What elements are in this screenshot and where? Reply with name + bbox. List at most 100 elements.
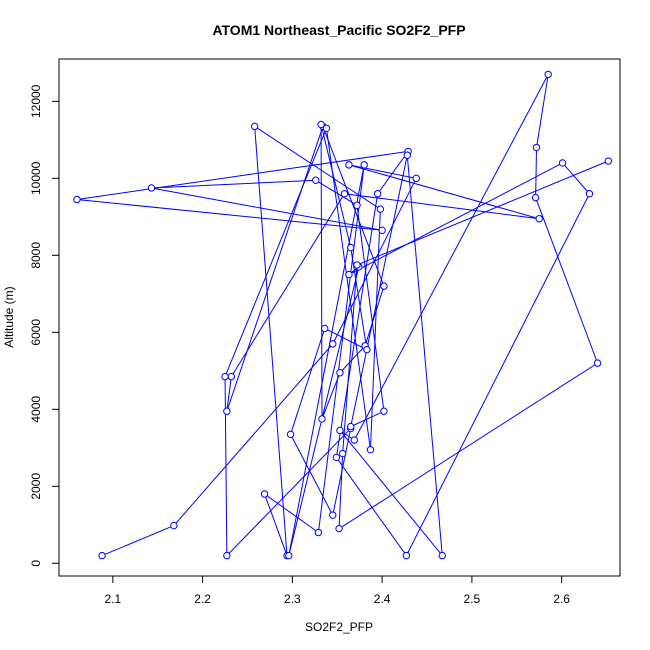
series-segment	[364, 285, 385, 346]
y-tick-label: 2000	[29, 473, 43, 500]
data-point	[147, 184, 156, 192]
series-lines	[76, 74, 609, 557]
data-point	[320, 324, 329, 333]
series-segment	[353, 74, 549, 441]
data-point	[544, 70, 552, 79]
series-segment	[405, 193, 590, 556]
y-tick-label: 8000	[29, 242, 43, 269]
series-segment	[335, 193, 379, 458]
data-point	[223, 407, 231, 415]
series-segment	[320, 124, 323, 419]
series-segment	[562, 162, 590, 195]
data-point	[604, 157, 613, 165]
data-point	[329, 511, 337, 519]
data-point	[438, 551, 446, 560]
series-points	[73, 70, 613, 560]
x-tick-label: 2.1	[105, 592, 122, 606]
series-segment	[335, 457, 407, 556]
chart-title: ATOM1 Northeast_Pacific SO2F2_PFP	[212, 22, 465, 38]
y-tick-label: 0	[29, 560, 43, 567]
data-point	[312, 176, 320, 184]
data-point	[353, 201, 361, 209]
data-point	[380, 282, 388, 290]
series-segment	[101, 525, 175, 557]
series-segment	[151, 179, 316, 189]
series-segment	[317, 164, 365, 533]
data-point	[73, 195, 81, 204]
series-segment	[76, 150, 409, 201]
data-point	[402, 551, 411, 560]
plot-area-frame	[58, 58, 621, 577]
series-segment	[254, 126, 288, 556]
data-point	[170, 521, 178, 530]
data-point	[353, 261, 361, 269]
series-segment	[264, 493, 319, 533]
data-point	[366, 446, 375, 454]
data-point	[340, 190, 349, 198]
data-point	[363, 345, 371, 354]
series-segment	[224, 128, 327, 377]
series-segment	[348, 164, 417, 179]
data-point	[286, 430, 295, 439]
data-point	[531, 193, 540, 202]
x-axis-label: SO2F2_PFP	[305, 620, 373, 634]
series-segment	[254, 125, 381, 210]
series-segment	[339, 345, 366, 374]
data-point	[336, 369, 344, 377]
series-segment	[315, 179, 358, 206]
data-point	[558, 159, 567, 167]
data-point	[221, 372, 229, 381]
series-segment	[356, 160, 609, 266]
series-segment	[348, 164, 540, 220]
data-point	[380, 407, 388, 415]
x-tick-label: 2.4	[374, 592, 391, 606]
series-segment	[350, 410, 385, 428]
data-point	[376, 205, 385, 213]
x-tick-label: 2.2	[194, 592, 211, 606]
data-point	[317, 120, 325, 129]
series-segment	[406, 155, 443, 556]
data-point	[347, 422, 355, 431]
data-point	[378, 226, 386, 235]
series-segment	[338, 362, 598, 530]
data-point	[285, 551, 293, 560]
data-point	[585, 190, 594, 198]
y-tick-label: 6000	[29, 319, 43, 346]
data-point	[593, 359, 602, 367]
data-point	[314, 528, 323, 537]
series-segment	[290, 328, 326, 435]
data-point	[350, 436, 359, 444]
series-segment	[290, 434, 334, 516]
data-point	[223, 551, 231, 560]
data-point	[338, 449, 347, 458]
x-tick-label: 2.3	[284, 592, 301, 606]
data-point	[532, 143, 541, 152]
data-point	[98, 551, 106, 560]
y-tick-label: 10000	[29, 161, 43, 195]
data-point	[403, 151, 411, 159]
data-point	[329, 340, 337, 348]
series-segment	[226, 428, 352, 556]
data-point	[347, 243, 355, 252]
series-segment	[369, 209, 381, 450]
series-segment	[535, 197, 599, 364]
x-axis: 2.1 2.2 2.3 2.4 2.5 2.6	[105, 575, 570, 606]
data-point	[360, 161, 368, 169]
data-point	[260, 490, 269, 498]
series-segment	[224, 376, 228, 556]
series-segment	[288, 164, 365, 556]
series-segment	[322, 126, 385, 287]
series-segment	[356, 205, 385, 412]
data-point	[322, 124, 331, 132]
data-point	[332, 453, 341, 462]
y-tick-label: 4000	[29, 396, 43, 423]
series-segment	[348, 162, 563, 276]
series-segment	[226, 376, 232, 412]
series-segment	[288, 266, 360, 556]
data-point	[412, 174, 420, 183]
series-segment	[350, 155, 408, 427]
series-segment	[344, 193, 540, 220]
series-segment	[173, 343, 334, 526]
series-segment	[151, 187, 383, 231]
